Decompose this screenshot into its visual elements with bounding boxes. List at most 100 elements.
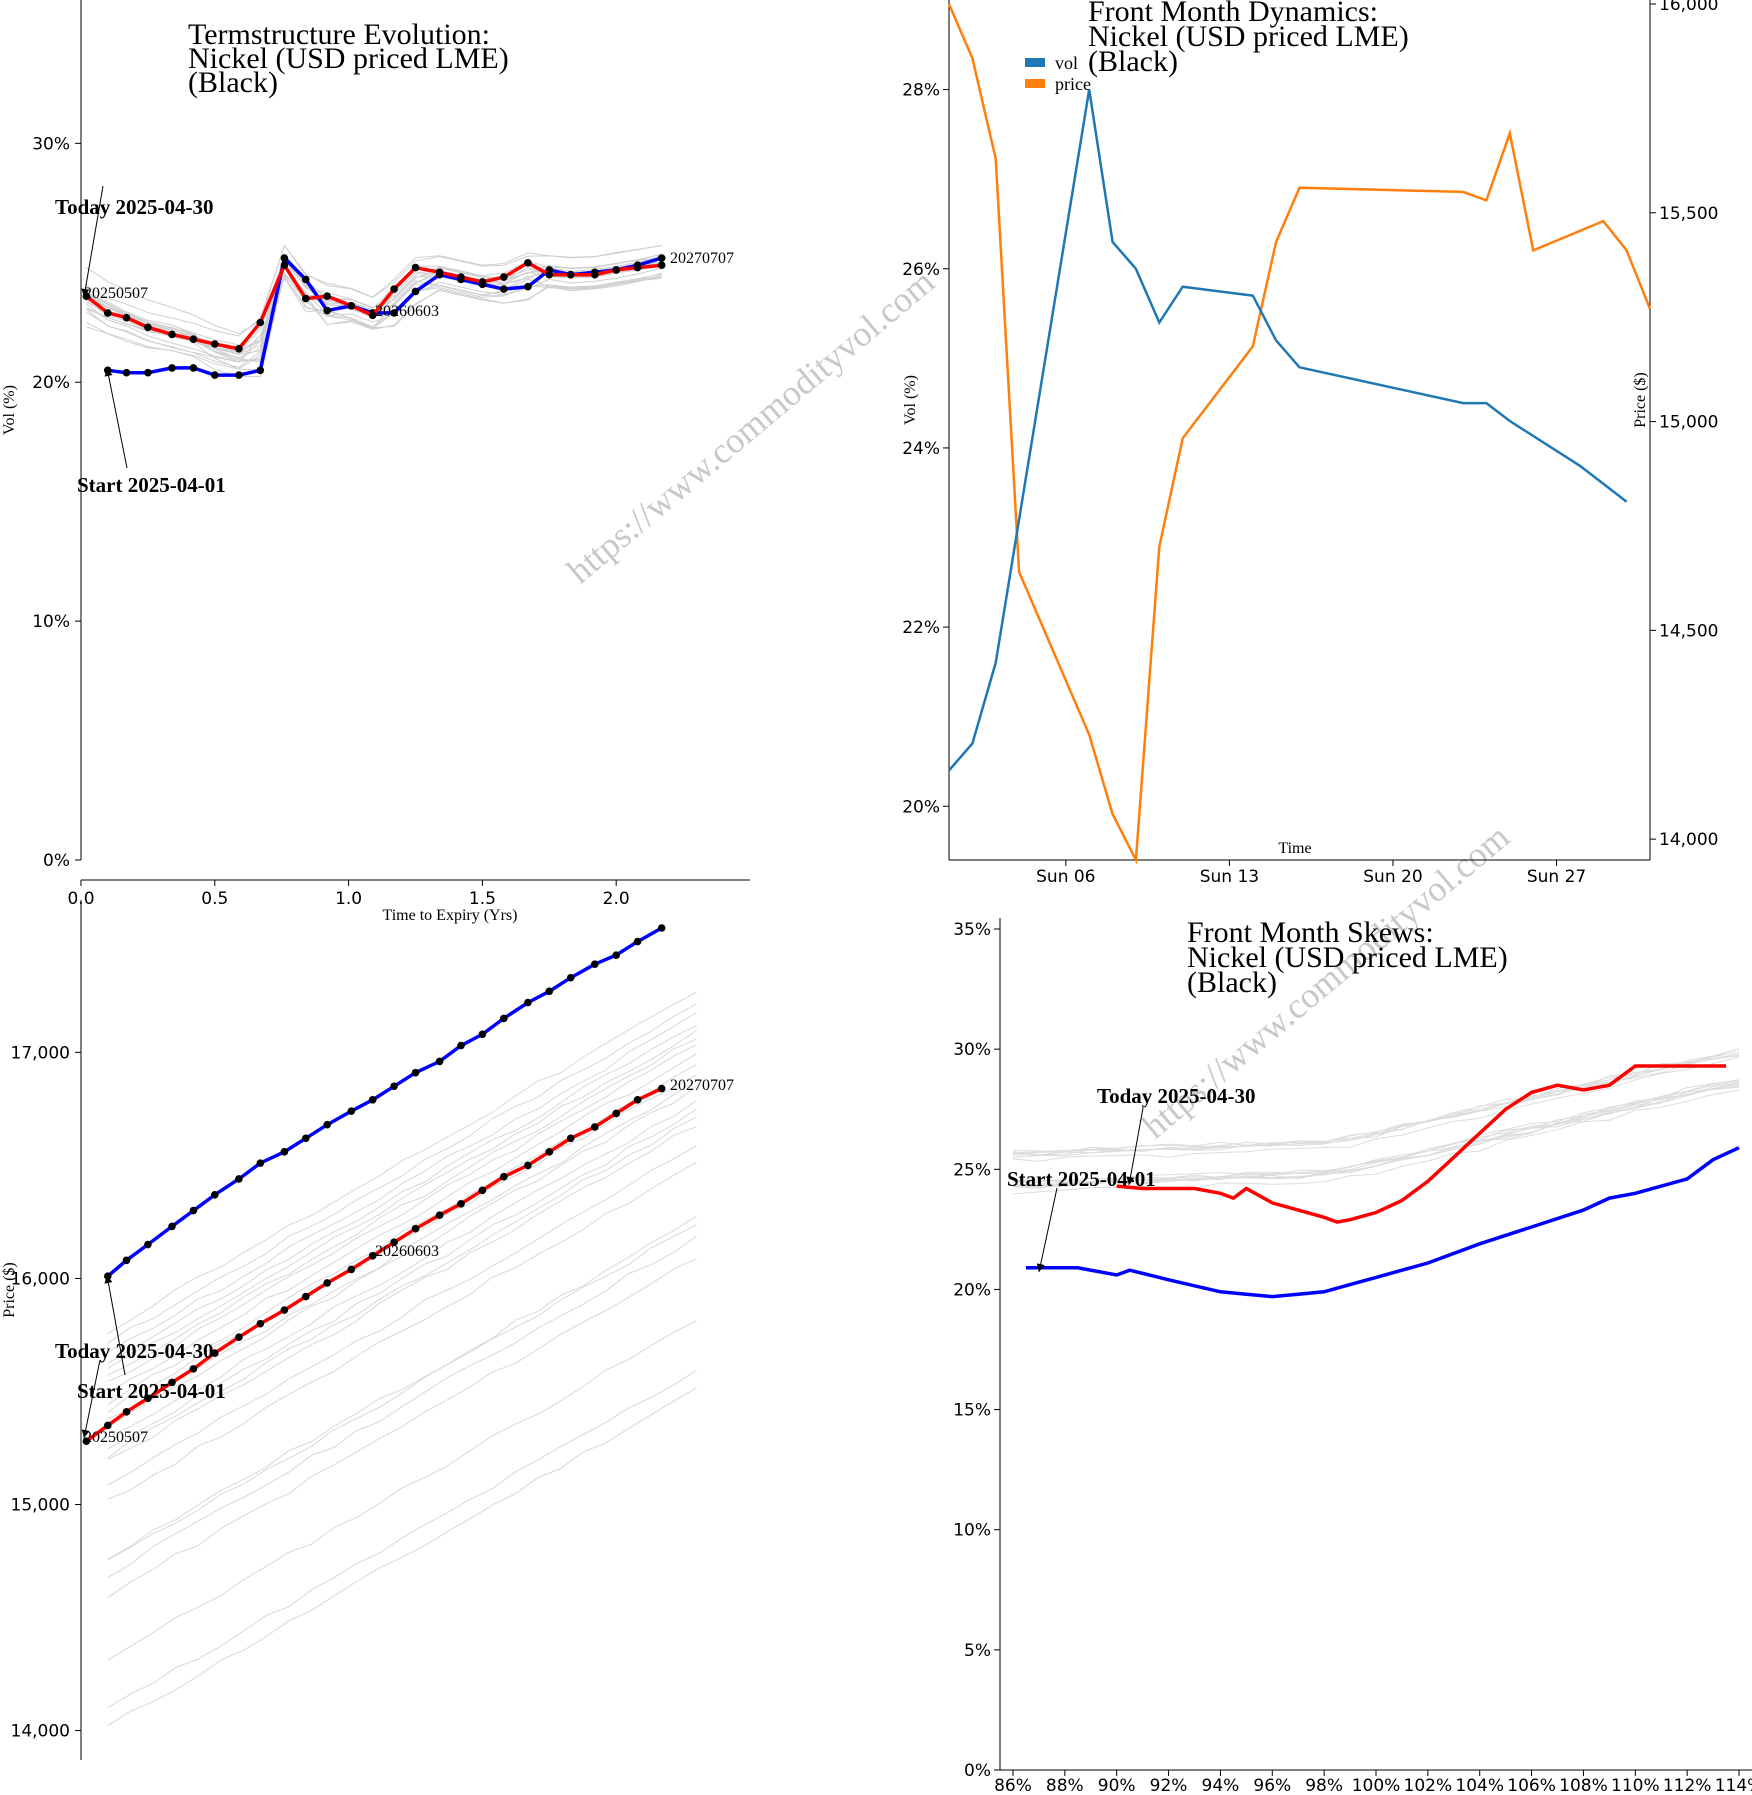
- skew-xtick-label: 94%: [1202, 1776, 1240, 1795]
- skew-xtick-label: 96%: [1253, 1776, 1291, 1795]
- term-label-20260603: 20260603: [375, 303, 439, 320]
- skew-annotation-start: Start 2025-04-01: [1007, 1167, 1156, 1191]
- dyn-xtick-label: Sun 06: [1036, 867, 1095, 887]
- term-point: [323, 292, 331, 301]
- term-point: [103, 309, 112, 317]
- fwd-point: [301, 1292, 310, 1301]
- skew-title-line1: Front Month Skews:: [1187, 916, 1434, 949]
- skew-ytick-label: 30%: [953, 1040, 991, 1060]
- term-point: [235, 371, 243, 379]
- term-title-line1: Termstructure Evolution:: [188, 18, 490, 51]
- term-point: [235, 344, 243, 353]
- skew-title-line2: Nickel (USD priced LME): [1187, 941, 1508, 974]
- dyn-y2tick-label: 14,000: [1659, 830, 1718, 850]
- skew-xtick-label: 114%: [1715, 1776, 1752, 1795]
- skew-xtick-label: 106%: [1507, 1776, 1556, 1795]
- fwd-history-line: [107, 1030, 697, 1370]
- fwd-history-line: [107, 1012, 697, 1353]
- fwd-point: [457, 1041, 465, 1050]
- skew-ytick-label: 5%: [964, 1641, 991, 1661]
- term-point: [435, 268, 444, 277]
- fwd-arrow-today-head: [81, 1429, 90, 1438]
- fwd-point: [280, 1306, 289, 1314]
- fwd-history-line: [107, 1145, 697, 1486]
- dyn-vol-line: [948, 89, 1628, 772]
- fwd-point: [144, 1240, 152, 1249]
- skew-ytick-label: 25%: [953, 1160, 991, 1180]
- term-point: [500, 285, 508, 293]
- fwd-history-line: [107, 1079, 697, 1420]
- term-history-line: [86, 244, 662, 337]
- term-arrow-start-line: [106, 367, 128, 469]
- skew-arrow-today-head: [1126, 1176, 1135, 1185]
- fwd-point: [633, 1096, 642, 1104]
- skew-xtick-label: 102%: [1404, 1776, 1453, 1795]
- fwd-history-line: [107, 1074, 697, 1414]
- term-point: [545, 270, 554, 279]
- skew-xtick-label: 100%: [1352, 1776, 1401, 1795]
- dyn-ytick-label: 28%: [902, 81, 940, 101]
- term-point: [657, 254, 666, 262]
- dyn-ylabel: Vol (%): [902, 375, 919, 425]
- fwd-history-line: [107, 1100, 697, 1439]
- term-arrow-today-head: [81, 288, 90, 297]
- fwd-point: [633, 937, 642, 946]
- fwd-point: [657, 1084, 666, 1093]
- term-arrow-today-line: [83, 185, 104, 298]
- term-annotation-start: Start 2025-04-01: [77, 473, 226, 497]
- term-point: [457, 273, 465, 281]
- term-point: [657, 261, 666, 269]
- dyn-ytick-label: 22%: [902, 618, 940, 638]
- fwd-point: [590, 960, 599, 968]
- term-history-line: [86, 273, 662, 370]
- dyn-y2tick-label: 16,000: [1659, 0, 1718, 15]
- fwd-point: [478, 1030, 487, 1039]
- dyn-y2tick-label: 15,000: [1659, 413, 1718, 433]
- fwd-point: [590, 1123, 599, 1131]
- fwd-history-line: [107, 1025, 697, 1364]
- legend-label-price: price: [1055, 74, 1091, 94]
- term-xtick-label: 1.0: [335, 889, 362, 909]
- skew-xtick-label: 98%: [1305, 1776, 1343, 1795]
- fwd-arrow-start-head: [104, 1275, 113, 1284]
- term-arrow-start-head: [104, 368, 113, 377]
- fwd-point: [368, 1252, 377, 1260]
- fwd-history-line: [107, 1108, 697, 1450]
- skew-xtick-label: 86%: [994, 1776, 1032, 1795]
- fwd-history-line: [107, 1044, 697, 1382]
- fwd-point: [478, 1186, 487, 1195]
- front-month-skews-chart: Front Month Skews: Nickel (USD priced LM…: [953, 916, 1752, 1795]
- term-ytick-label: 30%: [32, 134, 70, 154]
- term-point: [211, 371, 219, 379]
- fwd-point: [189, 1365, 198, 1373]
- fwd-history-line: [107, 991, 697, 1335]
- fwd-point: [566, 973, 575, 982]
- term-title-line2: Nickel (USD priced LME): [188, 42, 509, 75]
- term-point: [368, 311, 377, 320]
- skew-ytick-label: 10%: [953, 1521, 991, 1541]
- fwd-label-20260603: 20260603: [375, 1243, 439, 1260]
- dyn-ytick-label: 24%: [902, 439, 940, 459]
- term-ytick-label: 10%: [32, 612, 70, 632]
- skew-arrow-start-head: [1036, 1263, 1045, 1272]
- dyn-title-line3: (Black): [1088, 45, 1178, 78]
- term-point: [122, 313, 131, 322]
- term-history-line: [86, 256, 662, 346]
- term-xtick-label: 0.5: [201, 889, 228, 909]
- fwd-history-line: [107, 1258, 697, 1599]
- fwd-point: [211, 1349, 219, 1357]
- skew-title-line3: (Black): [1187, 966, 1277, 999]
- fwd-point: [189, 1206, 198, 1215]
- fwd-point: [457, 1200, 465, 1208]
- fwd-point: [545, 1148, 554, 1156]
- dyn-y2tick-label: 14,500: [1659, 621, 1718, 641]
- skew-xtick-label: 108%: [1559, 1776, 1608, 1795]
- legend-label-vol: vol: [1055, 53, 1078, 73]
- fwd-point: [323, 1120, 331, 1129]
- dyn-xtick-label: Sun 27: [1527, 867, 1586, 887]
- fwd-history-line: [107, 1215, 697, 1560]
- fwd-point: [235, 1175, 243, 1183]
- fwd-point: [524, 998, 532, 1007]
- term-label-20270707: 20270707: [670, 250, 734, 267]
- term-point: [280, 261, 289, 269]
